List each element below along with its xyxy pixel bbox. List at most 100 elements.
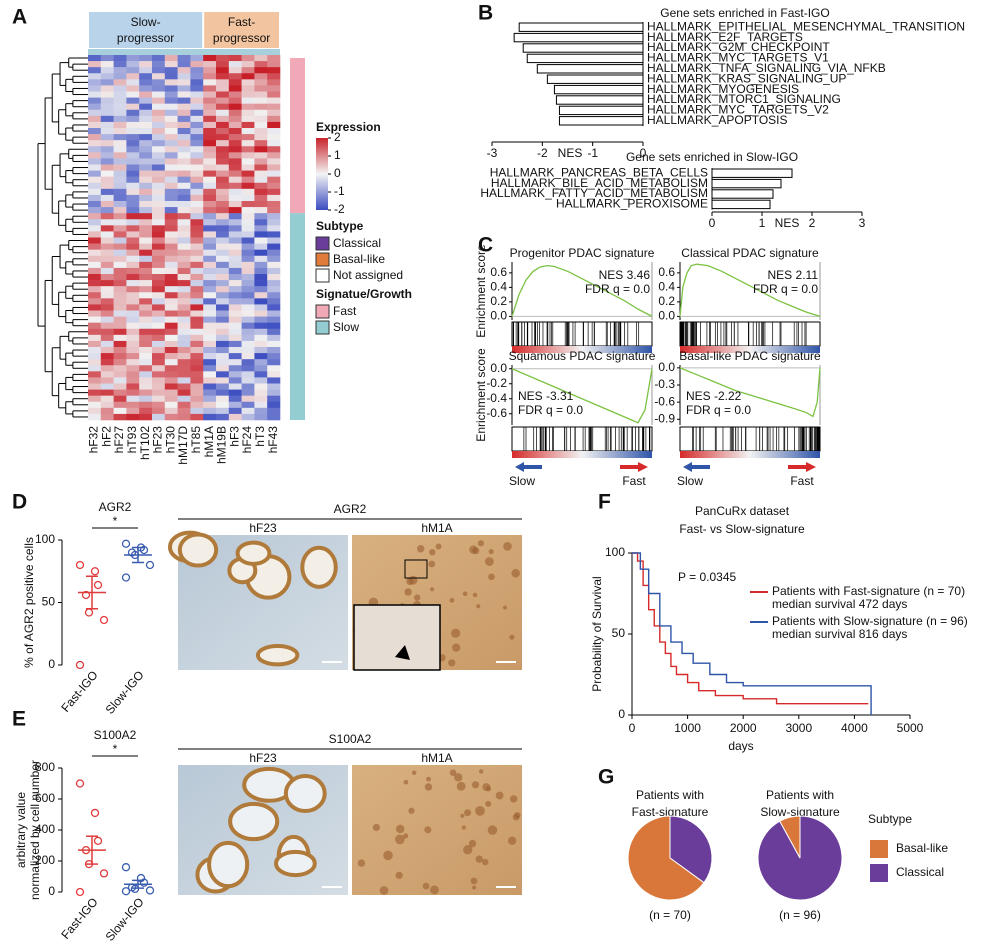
bar — [518, 22, 644, 32]
heatmap-cell — [216, 194, 230, 202]
heatmap-cell — [88, 407, 102, 415]
heatmap-cell — [100, 359, 114, 366]
gland — [300, 545, 338, 589]
heatmap-cell — [88, 377, 102, 384]
heatmap-cell — [190, 85, 204, 92]
heatmap-cell — [254, 134, 268, 141]
heatmap-cell — [177, 176, 191, 184]
heatmap-cell — [254, 322, 268, 330]
y-tick-label: 100 — [605, 545, 625, 559]
heatmap-cell — [100, 73, 114, 80]
heatmap-cell — [164, 61, 178, 68]
heatmap-cell — [113, 340, 127, 348]
heatmap-cell — [190, 140, 204, 147]
heatmap-cell — [177, 274, 191, 281]
heatmap-cell — [267, 353, 281, 360]
heatmap-cell — [190, 109, 204, 117]
chart-title: Squamous PDAC signature — [509, 349, 656, 363]
heatmap-cell — [267, 304, 281, 311]
heatmap-cell — [126, 383, 140, 390]
heatmap-cell — [203, 67, 217, 74]
heatmap-cell — [88, 286, 102, 293]
bar — [553, 84, 644, 95]
heatmap-cell — [164, 371, 178, 378]
heatmap-cell — [241, 55, 255, 62]
heatmap-cell — [177, 298, 191, 305]
cell — [468, 839, 477, 848]
heatmap-cell — [267, 243, 281, 250]
heatmap-cell — [88, 304, 102, 311]
x-tick-label: 3 — [859, 216, 866, 230]
group-label: Fast- — [228, 15, 255, 29]
heatmap-cell — [126, 97, 140, 104]
cell — [357, 859, 366, 867]
enrichment-curve — [679, 263, 821, 317]
heatmap-cell — [177, 194, 191, 202]
heatmap-cell — [164, 286, 178, 293]
heatmap-cell — [267, 67, 281, 74]
heatmap-cell — [177, 249, 191, 257]
heatmap-cell — [228, 340, 242, 348]
heatmap-cell — [100, 176, 114, 184]
heatmap-cell — [228, 413, 242, 421]
heatmap-cell — [228, 85, 242, 92]
heatmap-cell — [139, 383, 153, 390]
heatmap-cell — [203, 413, 217, 421]
heatmap-cell — [203, 365, 217, 372]
heatmap-cell — [164, 219, 178, 226]
x-tick-label: 5000 — [897, 721, 924, 735]
heatmap-cell — [203, 340, 217, 348]
heatmap-cell — [113, 140, 127, 147]
cell — [460, 813, 465, 818]
heatmap-cell — [88, 152, 102, 159]
heatmap-cell — [164, 194, 178, 202]
heatmap-cell — [88, 207, 102, 214]
bar-label: HALLMARK_TNFA_SIGNALING_VIA_NFKB — [647, 61, 886, 75]
cell — [469, 545, 478, 554]
heatmap-cell — [228, 334, 242, 342]
heatmap-cell — [254, 194, 268, 202]
heatmap-cell — [177, 201, 191, 208]
heatmap-cell — [100, 353, 114, 360]
heatmap-cell — [216, 128, 230, 135]
heatmap-cell — [190, 280, 204, 287]
heatmap-cell — [216, 316, 230, 323]
heatmap-cell — [254, 97, 268, 104]
heatmap-cell — [254, 243, 268, 250]
heatmap-cell — [241, 103, 255, 111]
bar — [711, 189, 774, 199]
bar — [711, 168, 793, 178]
heatmap-cell — [177, 121, 191, 129]
inset — [353, 604, 441, 671]
heatmap-cell — [164, 67, 178, 74]
heatmap-cell — [113, 73, 127, 80]
heatmap-cell — [228, 249, 242, 257]
heatmap-cell — [190, 413, 204, 421]
heatmap-cell — [139, 316, 153, 323]
heatmap-cell — [164, 292, 178, 299]
heatmap-cell — [164, 280, 178, 287]
column-label: hT102 — [138, 426, 152, 460]
data-point — [93, 580, 103, 590]
column-label: hF43 — [266, 426, 280, 454]
heatmap-cell — [190, 79, 204, 86]
legend-swatch — [870, 864, 888, 882]
heatmap-cell — [100, 225, 114, 232]
x-tick-label: Slow-IGO — [103, 668, 147, 717]
heatmap-cell — [190, 353, 204, 360]
heatmap-cell — [228, 55, 242, 62]
x-tick-label: 2 — [809, 216, 816, 230]
heatmap-cell — [177, 255, 191, 263]
bar-label: HALLMARK_BILE_ACID_METABOLISM — [491, 176, 708, 190]
heatmap-cell — [126, 334, 140, 342]
cell — [414, 594, 421, 601]
heatmap-cell — [88, 55, 102, 62]
heatmap-cell — [241, 274, 255, 281]
y-tick-label: 0.6 — [490, 265, 507, 279]
heatmap-cell — [190, 401, 204, 409]
heatmap-cell — [267, 219, 281, 226]
heatmap-cell — [100, 219, 114, 226]
heatmap-cell — [267, 359, 281, 366]
cell — [403, 833, 409, 839]
